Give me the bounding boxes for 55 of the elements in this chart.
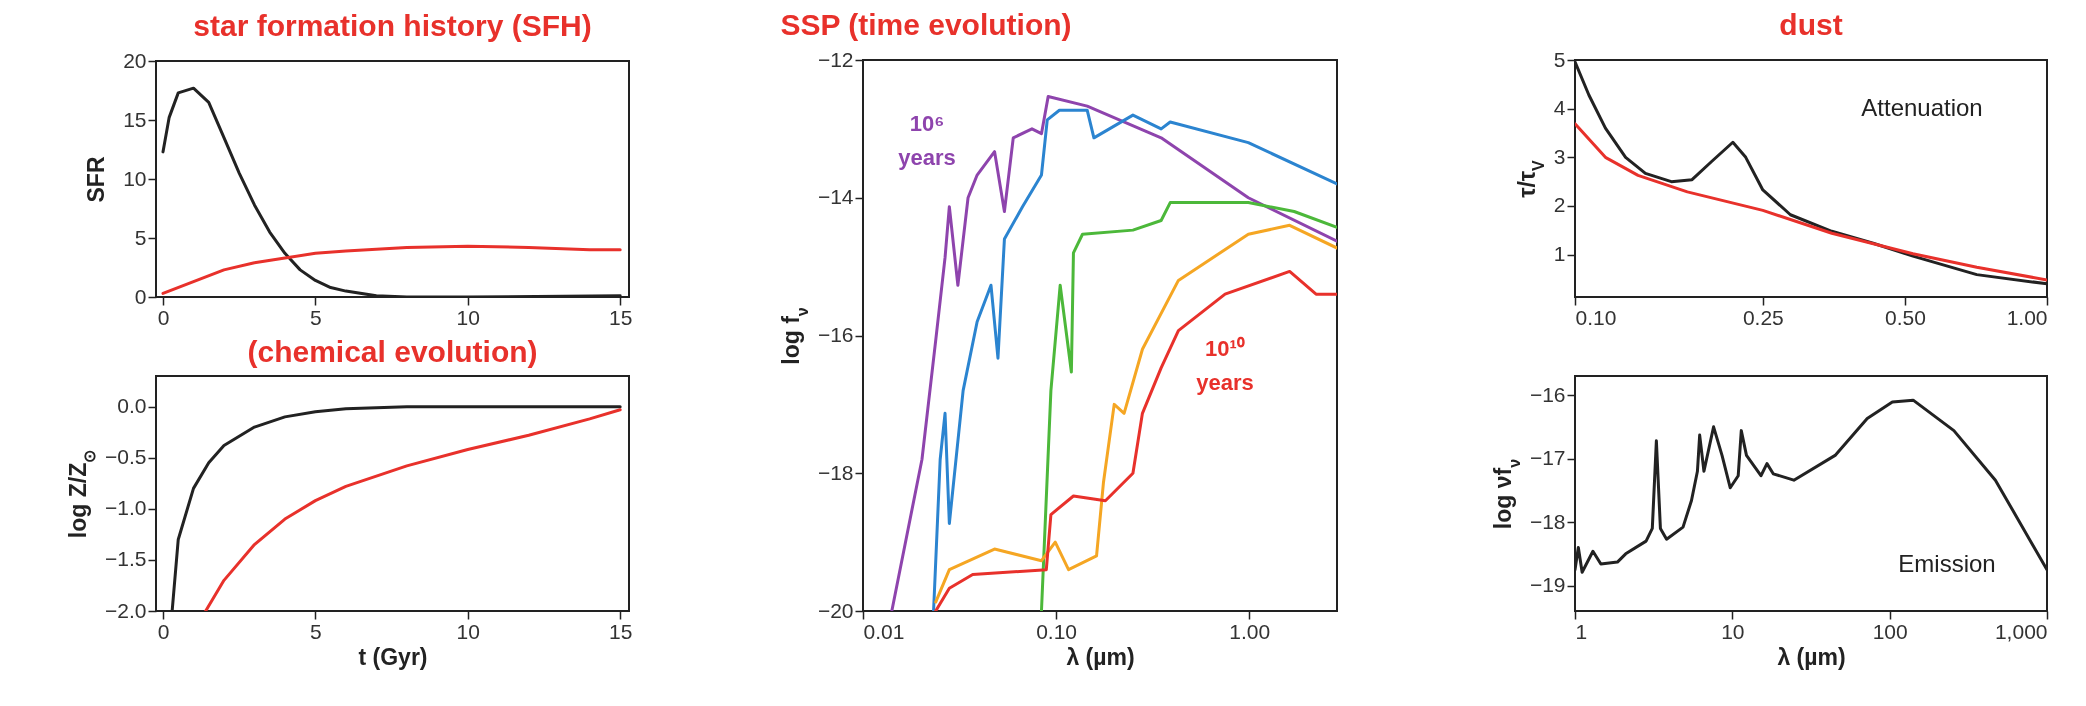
x-tick-label: 10: [456, 305, 480, 329]
x-tick-label: 10: [456, 619, 480, 643]
y-tick-label: −18: [1529, 509, 1566, 533]
y-tick-label: −20: [817, 598, 854, 622]
x-tick-label: 0: [157, 305, 170, 329]
x-tick-label: 5: [310, 305, 322, 329]
x-tick-label: 0.10: [1575, 305, 1617, 329]
x-tick-label: 1: [1575, 619, 1588, 643]
x-tick-label: 15: [608, 619, 633, 643]
y-tick-label: 4: [1553, 96, 1566, 120]
annotation: Attenuation: [1861, 94, 1983, 121]
y-tick-label: −18: [817, 460, 854, 484]
y-tick-label: −2.0: [105, 598, 147, 622]
x-tick-label: 5: [310, 619, 322, 643]
y-tick-label: 0: [134, 284, 147, 308]
x-tick-label: 0.01: [863, 619, 905, 643]
y-tick-label: −17: [1529, 446, 1566, 470]
y-tick-label: 5: [134, 225, 147, 249]
x-tick-label: 0: [157, 619, 170, 643]
y-tick-label: −14: [817, 185, 854, 209]
y-axis-title: SFR: [83, 156, 110, 203]
y-tick-label: −16: [817, 323, 854, 346]
x-axis-title: λ (µm): [1066, 643, 1135, 670]
x-tick-label: 0.10: [1036, 619, 1078, 643]
y-tick-label: 15: [123, 107, 147, 131]
y-tick-label: 2: [1553, 193, 1566, 217]
y-tick-label: 10: [123, 166, 147, 190]
x-axis-title: t (Gyr): [358, 643, 428, 670]
y-tick-label: −1.5: [105, 547, 147, 571]
x-tick-label: 10: [1721, 619, 1745, 643]
x-axis-title: λ (µm): [1777, 643, 1846, 670]
series-label: 10⁶ years: [898, 111, 956, 170]
x-tick-label: 1.00: [1229, 619, 1271, 643]
chart-title: (chemical evolution): [247, 335, 538, 368]
x-tick-label: 1.00: [2006, 305, 2048, 329]
annotation: Emission: [1898, 550, 1996, 577]
x-tick-label: 100: [1872, 619, 1908, 643]
y-tick-label: −16: [1529, 382, 1566, 406]
series-label: 10¹⁰ years: [1196, 336, 1254, 395]
y-tick-label: 5: [1553, 47, 1566, 71]
x-tick-label: 0.25: [1742, 305, 1784, 329]
y-tick-label: −0.5: [105, 445, 147, 469]
chart-title: SSP (time evolution): [780, 8, 1072, 41]
y-tick-label: −1.0: [105, 496, 147, 520]
y-tick-label: 0.0: [117, 394, 147, 418]
y-tick-label: −19: [1529, 573, 1566, 597]
y-tick-label: 3: [1553, 144, 1566, 168]
chart-title: dust: [1779, 8, 1843, 41]
y-tick-label: −12: [817, 47, 854, 71]
chart-title: star formation history (SFH): [193, 9, 592, 42]
y-tick-label: 20: [123, 48, 147, 72]
x-tick-label: 15: [608, 305, 633, 329]
y-tick-label: 1: [1553, 242, 1566, 266]
x-tick-label: 0.50: [1884, 305, 1926, 329]
x-tick-label: 1,000: [1994, 619, 2048, 643]
